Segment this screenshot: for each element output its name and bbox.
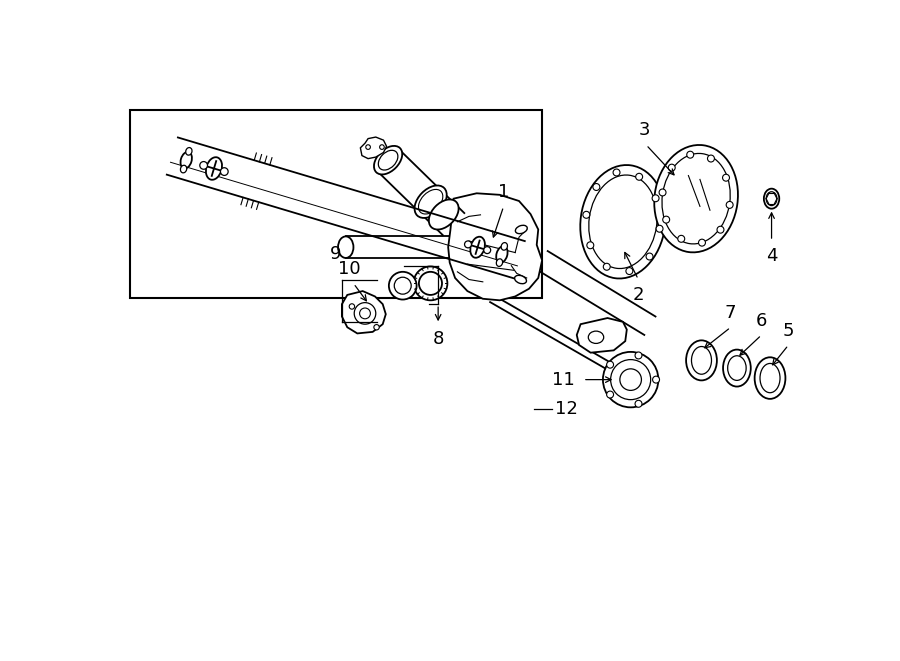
Text: 5: 5 (783, 322, 794, 340)
Ellipse shape (206, 157, 222, 180)
Ellipse shape (646, 253, 653, 260)
Ellipse shape (360, 308, 371, 319)
Ellipse shape (687, 151, 694, 158)
Text: 11: 11 (553, 371, 575, 389)
Text: 4: 4 (766, 247, 778, 265)
Ellipse shape (413, 266, 447, 300)
Ellipse shape (516, 225, 527, 233)
Ellipse shape (754, 358, 786, 399)
Ellipse shape (349, 304, 355, 309)
Polygon shape (448, 193, 542, 300)
Ellipse shape (471, 237, 485, 258)
Ellipse shape (355, 303, 376, 324)
Ellipse shape (698, 239, 706, 246)
Ellipse shape (389, 272, 417, 299)
Ellipse shape (374, 325, 379, 330)
Ellipse shape (374, 146, 402, 175)
Ellipse shape (501, 243, 508, 250)
Ellipse shape (415, 186, 446, 218)
Ellipse shape (662, 153, 730, 244)
Ellipse shape (635, 352, 642, 359)
Ellipse shape (723, 175, 730, 181)
Ellipse shape (496, 247, 508, 263)
Ellipse shape (620, 369, 642, 391)
Ellipse shape (483, 247, 490, 254)
Ellipse shape (764, 188, 779, 209)
Bar (130, 110, 543, 298)
Ellipse shape (669, 164, 675, 171)
Ellipse shape (607, 361, 614, 368)
Ellipse shape (678, 235, 685, 243)
Text: 6: 6 (756, 311, 767, 330)
Ellipse shape (662, 216, 670, 223)
Ellipse shape (717, 226, 724, 233)
Ellipse shape (429, 200, 459, 229)
Text: 10: 10 (338, 260, 361, 278)
Text: 3: 3 (639, 122, 651, 139)
Ellipse shape (380, 145, 384, 149)
Ellipse shape (728, 356, 746, 380)
Ellipse shape (654, 145, 738, 253)
Ellipse shape (185, 147, 192, 155)
Ellipse shape (635, 401, 642, 407)
Text: 7: 7 (725, 304, 736, 322)
Ellipse shape (464, 241, 472, 248)
Ellipse shape (181, 152, 192, 169)
Ellipse shape (686, 340, 717, 380)
Ellipse shape (603, 263, 610, 270)
Ellipse shape (691, 346, 712, 374)
Text: 1: 1 (498, 183, 509, 201)
Ellipse shape (496, 259, 502, 266)
Ellipse shape (656, 225, 663, 232)
Polygon shape (360, 137, 387, 159)
Ellipse shape (603, 352, 659, 407)
Text: 12: 12 (555, 400, 578, 418)
Ellipse shape (580, 165, 666, 278)
Polygon shape (577, 318, 626, 353)
Ellipse shape (220, 168, 229, 175)
Ellipse shape (652, 376, 660, 383)
Text: 8: 8 (433, 330, 444, 348)
Ellipse shape (593, 184, 599, 190)
Ellipse shape (607, 391, 614, 398)
Ellipse shape (766, 192, 777, 206)
Ellipse shape (515, 276, 526, 284)
Ellipse shape (659, 189, 666, 196)
Text: 2: 2 (633, 286, 644, 303)
Ellipse shape (760, 364, 780, 393)
Ellipse shape (635, 173, 643, 180)
Ellipse shape (589, 331, 604, 344)
Ellipse shape (180, 165, 186, 173)
Ellipse shape (626, 268, 633, 274)
Ellipse shape (613, 169, 620, 176)
Ellipse shape (418, 190, 443, 214)
Ellipse shape (723, 350, 751, 387)
Ellipse shape (378, 150, 398, 170)
Ellipse shape (200, 161, 208, 169)
Ellipse shape (726, 202, 734, 208)
Ellipse shape (589, 175, 657, 268)
Polygon shape (342, 291, 386, 333)
Ellipse shape (587, 242, 594, 249)
Ellipse shape (610, 360, 651, 400)
Ellipse shape (418, 272, 442, 295)
Ellipse shape (652, 195, 659, 202)
Ellipse shape (707, 155, 715, 162)
Ellipse shape (338, 237, 354, 258)
Ellipse shape (583, 212, 590, 218)
Ellipse shape (394, 277, 411, 294)
Text: 9: 9 (330, 245, 341, 262)
Ellipse shape (365, 145, 371, 149)
